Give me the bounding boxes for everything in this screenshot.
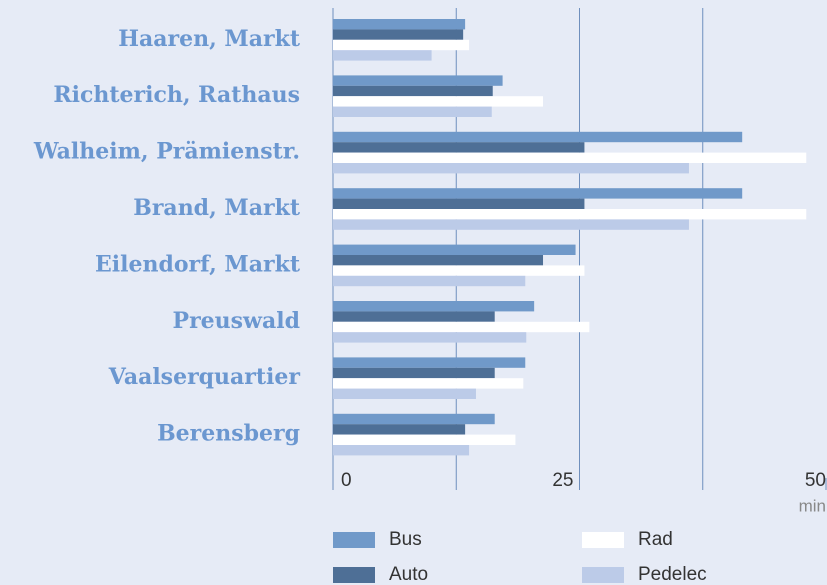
bar (333, 321, 590, 333)
legend-label: Rad (638, 529, 673, 550)
bar (333, 244, 576, 255)
bar (333, 357, 526, 368)
bar (333, 378, 524, 389)
bar (333, 29, 464, 40)
legend-label: Auto (389, 564, 428, 585)
x-axis-label: min (799, 496, 826, 515)
category-label: Eilendorf, Markt (95, 251, 301, 277)
x-tick-label: 0 (341, 470, 352, 491)
legend-swatch (333, 567, 375, 583)
bar (333, 275, 526, 287)
bar (333, 163, 689, 174)
legend-swatch (582, 532, 624, 548)
bar (333, 311, 495, 322)
category-label: Preuswald (173, 308, 300, 334)
bar (333, 96, 544, 107)
bar (333, 142, 585, 153)
bar (333, 332, 527, 343)
bar (333, 445, 470, 456)
bar (333, 388, 476, 399)
bar (333, 152, 807, 163)
bar (333, 209, 807, 220)
bar (333, 219, 689, 230)
bar (333, 75, 503, 86)
category-label: Walheim, Prämienstr. (33, 139, 300, 165)
category-label: Richterich, Rathaus (53, 82, 300, 108)
bar (333, 301, 535, 312)
bar (333, 255, 544, 266)
bar (333, 198, 585, 209)
bar (333, 131, 743, 143)
x-tick-label: 25 (552, 470, 573, 491)
bar (333, 265, 585, 276)
bar (333, 19, 466, 30)
category-label: Haaren, Markt (118, 26, 301, 52)
category-label: Brand, Markt (133, 195, 301, 221)
bar (333, 106, 492, 117)
bar (333, 434, 516, 445)
bar (333, 39, 470, 51)
bar (333, 413, 495, 425)
bar (333, 424, 466, 435)
legend-label: Bus (389, 529, 422, 550)
category-label: Vaalserquartier (108, 364, 301, 390)
legend-label: Pedelec (638, 564, 707, 585)
bar (333, 50, 432, 61)
bar (333, 367, 495, 379)
x-tick-label: 50 (805, 470, 826, 491)
legend-swatch (333, 532, 375, 548)
category-label: Berensberg (157, 421, 300, 447)
bar (333, 188, 743, 199)
legend-swatch (582, 567, 624, 583)
bar (333, 85, 493, 97)
